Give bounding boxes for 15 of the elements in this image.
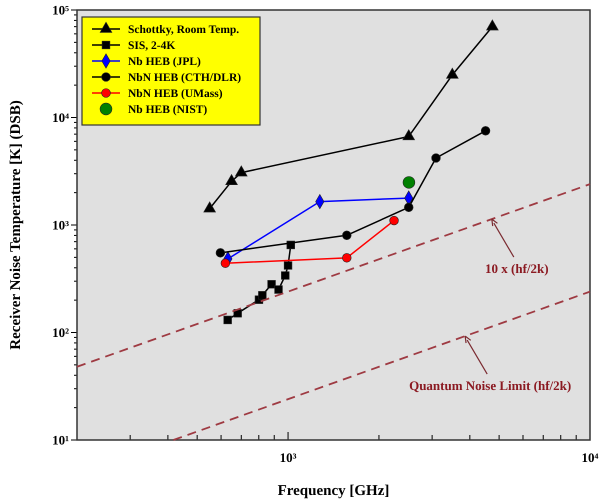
y-tick-label: 10⁴ xyxy=(52,110,70,126)
y-tick-label: 10⁵ xyxy=(52,2,70,18)
legend-label: Schottky, Room Temp. xyxy=(128,24,240,36)
annotation: Quantum Noise Limit (hf/2k) xyxy=(409,378,572,394)
x-axis-title: Frequency [GHz] xyxy=(278,483,390,499)
y-axis-title: Receiver Noise Temperature [K] (DSB) xyxy=(8,100,24,350)
legend-label: Nb HEB (JPL) xyxy=(128,56,202,68)
legend-label: SIS, 2-4K xyxy=(128,40,176,52)
legend-label: NbN HEB (CTH/DLR) xyxy=(128,72,242,84)
legend-label: Nb HEB (NIST) xyxy=(128,104,208,116)
y-tick-label: 10¹ xyxy=(52,432,70,448)
y-tick-label: 10² xyxy=(52,325,70,340)
y-tick-label: 10³ xyxy=(52,218,70,233)
legend-label: NbN HEB (UMass) xyxy=(128,88,223,100)
annotation: 10 x (hf/2k) xyxy=(485,261,549,276)
